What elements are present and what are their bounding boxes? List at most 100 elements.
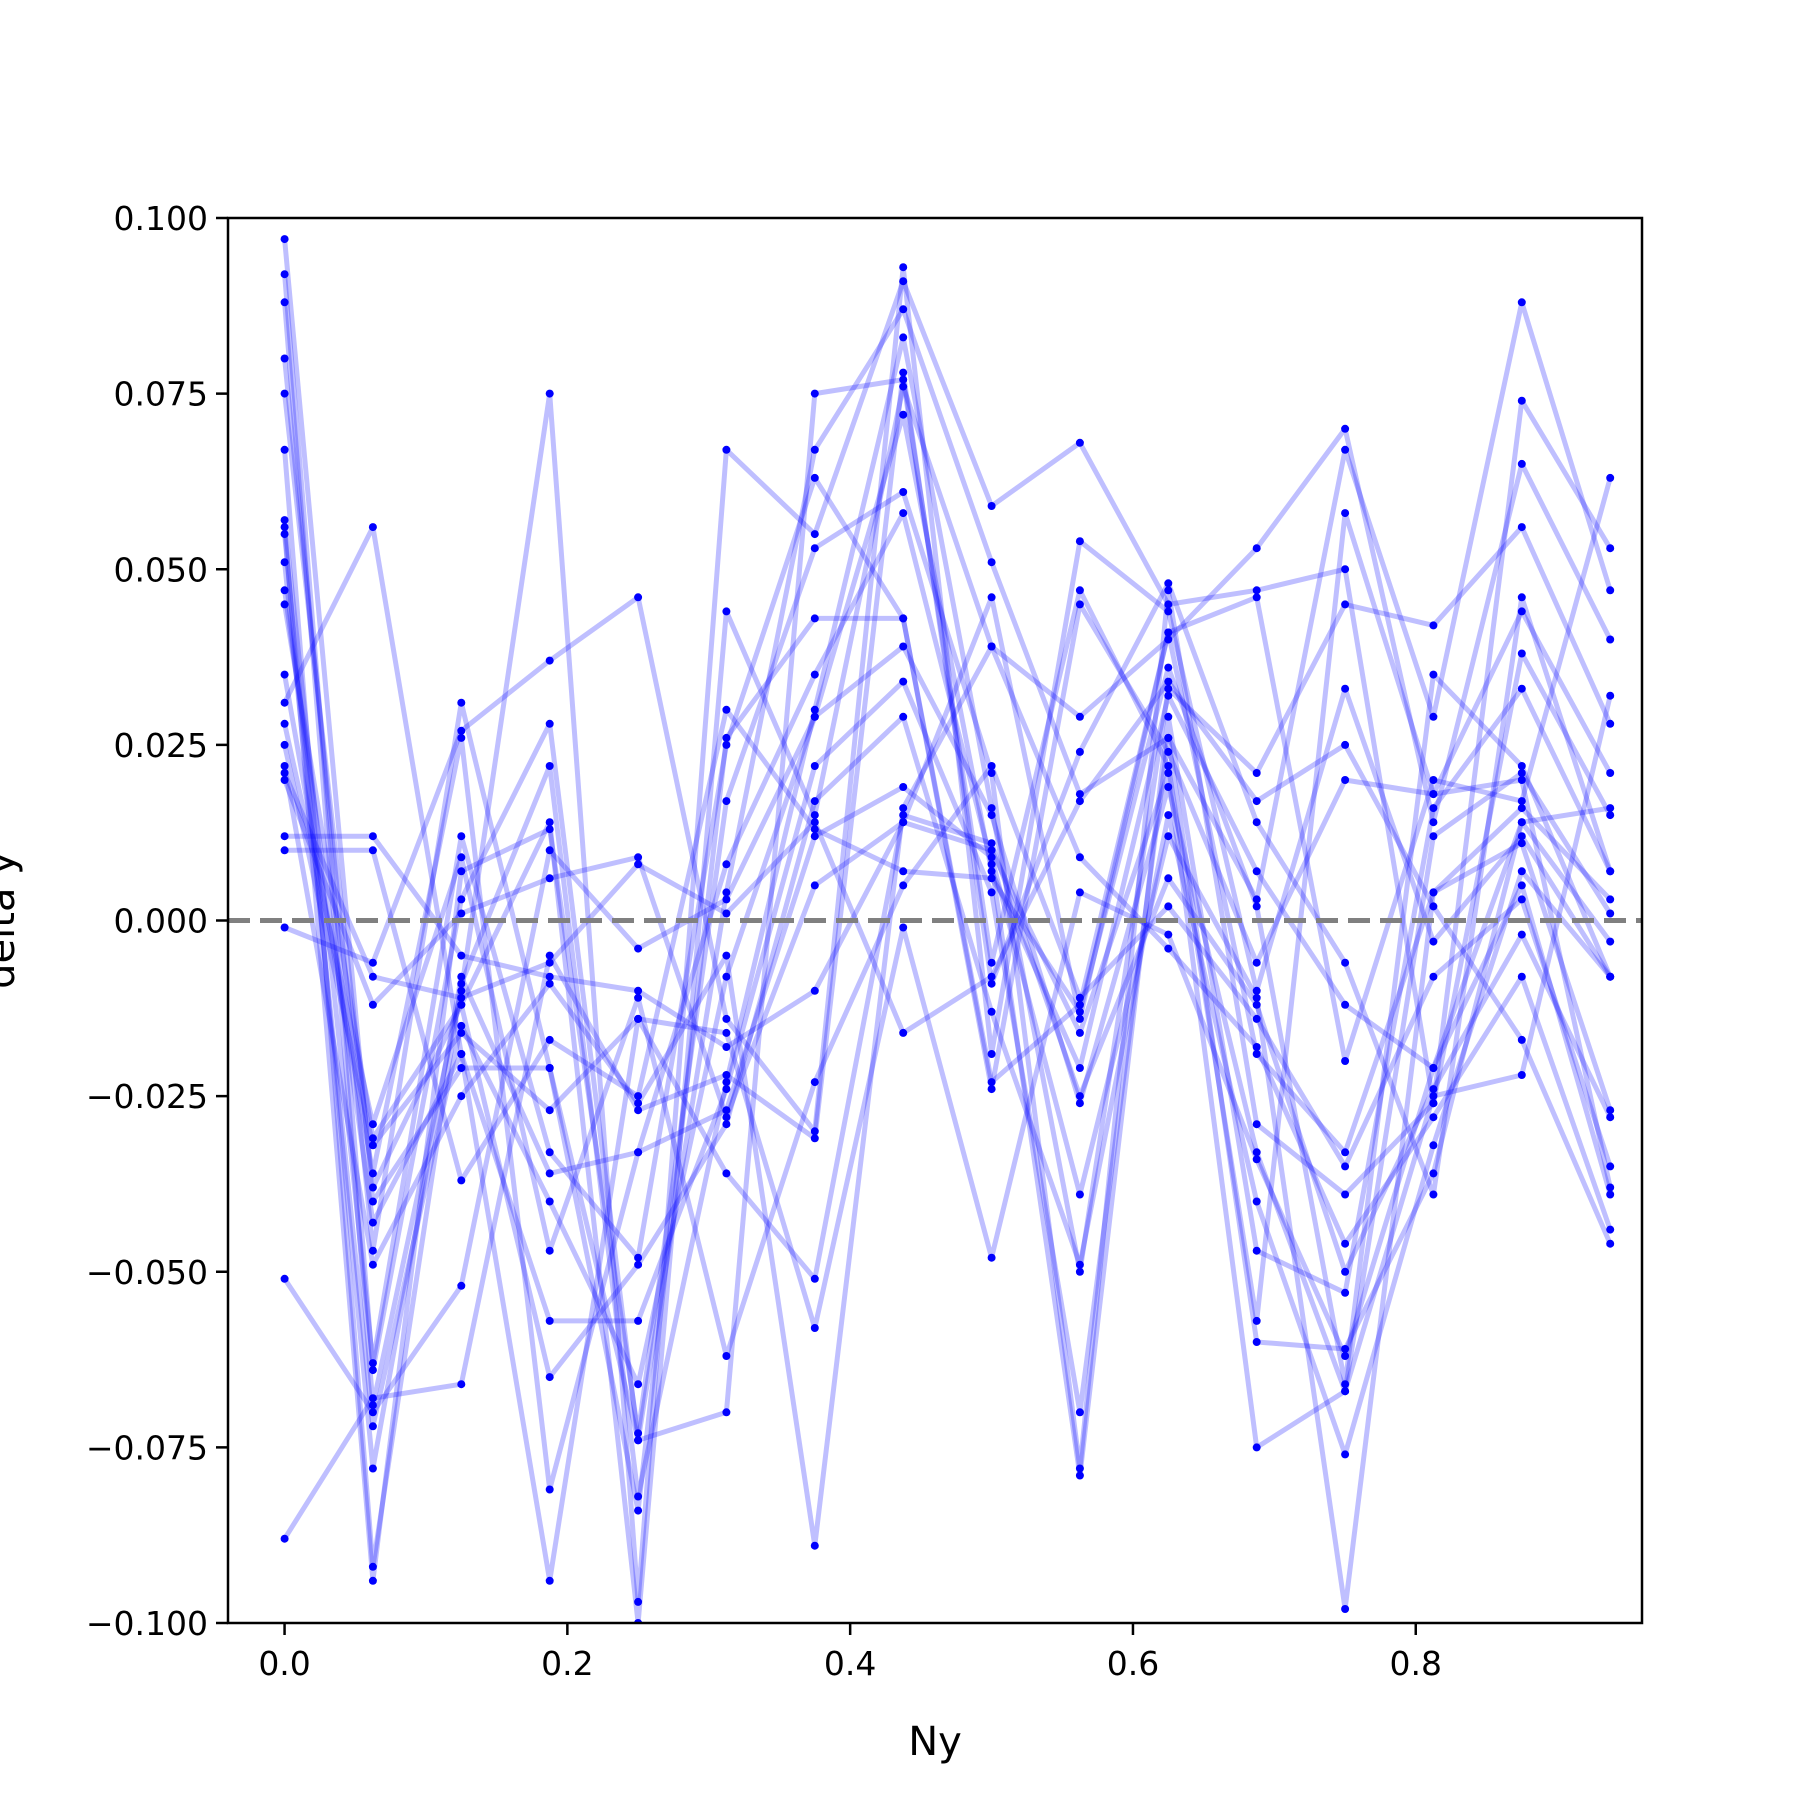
data-point [1429,1064,1438,1072]
data-point [457,853,466,862]
data-point [280,923,289,932]
data-point [810,389,819,398]
data-point [810,811,819,820]
data-point [545,762,554,770]
data-point [545,951,554,960]
series-line [282,679,1613,1245]
data-point [1341,776,1350,784]
data-point [280,354,289,363]
data-point [1075,790,1084,799]
data-point [1075,1190,1084,1199]
data-point [280,389,289,398]
data-point [1252,867,1261,876]
y-tick-label: 0.050 [114,550,208,589]
data-point [280,846,289,855]
data-point [722,909,731,918]
data-point [810,670,819,679]
data-point [280,719,289,728]
data-point [987,804,996,813]
data-point [1429,972,1438,981]
series-line [282,723,1613,1359]
series-line [282,412,1611,1415]
data-point [1606,691,1615,700]
data-point [545,1373,554,1382]
data-point [1517,298,1526,307]
data-point [1429,790,1438,799]
data-point [722,951,731,960]
data-point [457,726,466,735]
data-point [1341,740,1350,749]
data-point [545,1106,554,1115]
data-point [722,740,731,749]
data-point [368,1401,377,1410]
data-point [987,972,996,981]
data-point [457,1064,466,1072]
data-point [1517,684,1526,693]
data-point [1429,1092,1438,1101]
data-point [545,979,554,988]
data-point [810,825,819,834]
data-point [1606,473,1615,482]
data-point [810,712,819,721]
data-point [634,853,643,862]
data-point [1075,747,1084,756]
data-point [545,874,554,883]
data-point [1075,1267,1084,1276]
data-point [1606,867,1615,876]
data-point [899,818,908,827]
x-tick-label: 0.4 [824,1644,876,1683]
data-point [1606,1225,1615,1234]
marker-layer [280,235,1615,1623]
series-line [282,489,1613,1584]
data-point [545,825,554,834]
data-point [1164,930,1173,939]
data-point [1517,523,1526,532]
data-point [457,986,466,995]
data-point [1606,1162,1615,1171]
data-point [1075,853,1084,862]
data-point [1517,593,1526,602]
data-point [810,445,819,454]
data-point [1606,972,1615,981]
y-tick-label: −0.025 [86,1077,208,1116]
data-point [634,1148,643,1157]
data-point [722,1028,731,1037]
data-point [987,1253,996,1262]
data-point [1164,677,1173,686]
data-point [1075,600,1084,609]
data-point [810,881,819,890]
data-point [1075,888,1084,897]
data-point [1252,544,1261,553]
data-point [1606,586,1615,595]
data-point [1075,1000,1084,1009]
data-point [280,1534,289,1543]
data-point [810,1078,819,1087]
data-point [1252,902,1261,911]
data-point [1429,776,1438,784]
series-line [282,561,1613,1429]
data-point [634,993,643,1002]
data-point [722,860,731,869]
data-point [280,1274,289,1283]
data-point [1252,1050,1261,1058]
data-point [722,888,731,897]
data-point [545,1035,554,1044]
data-point [1164,733,1173,742]
data-point [987,1050,996,1058]
data-point [457,698,466,707]
series-line [282,589,1613,1415]
data-point [280,523,289,532]
data-point [810,530,819,539]
data-point [1252,1443,1261,1452]
data-point [368,832,377,841]
data-point [810,832,819,841]
data-point [368,1408,377,1417]
data-point [1606,1106,1615,1115]
data-point [1429,670,1438,679]
data-point [1164,628,1173,637]
data-point [1075,537,1084,546]
data-point [368,1562,377,1571]
data-point [1606,769,1615,777]
data-point [457,909,466,918]
data-point [1517,762,1526,770]
